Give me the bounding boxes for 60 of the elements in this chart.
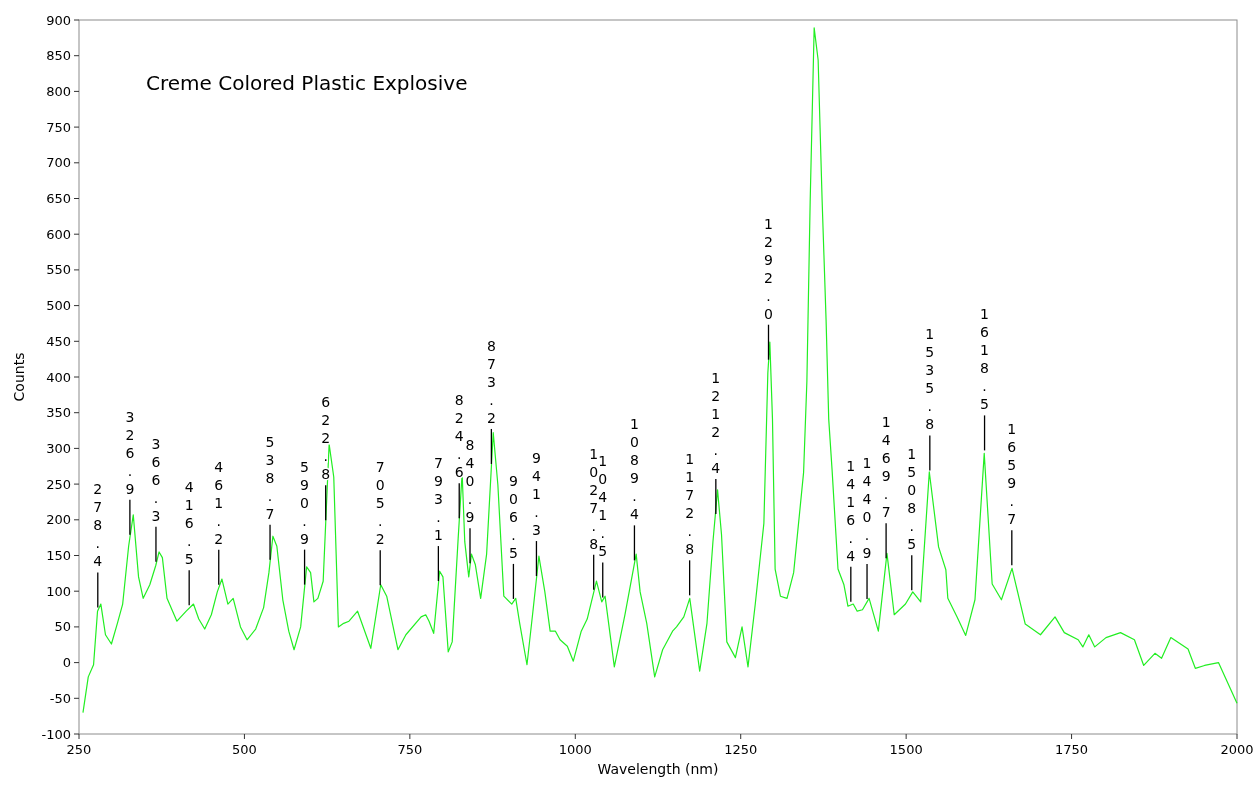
y-tick-label: 250 <box>46 476 71 492</box>
x-tick-label: 500 <box>232 742 257 757</box>
annotation: 590.9 <box>300 458 310 547</box>
annotation: 1508.5 <box>907 446 917 553</box>
y-tick-label: 450 <box>46 333 71 349</box>
x-tick-label: 250 <box>66 742 92 757</box>
y-tick-label: 850 <box>46 48 71 64</box>
x-tick-label: 2000 <box>1220 742 1254 757</box>
annotation: 1618.5 <box>980 306 990 413</box>
y-tick-label: 650 <box>46 191 71 207</box>
y-tick-label: -50 <box>49 690 71 706</box>
annotation: 538.7 <box>265 433 275 522</box>
annotation: 1659.7 <box>1007 421 1017 528</box>
y-tick-label: 0 <box>62 655 71 671</box>
annotation: 824.6 <box>454 392 464 481</box>
y-tick-label: 800 <box>46 83 71 99</box>
annotation: 1292.0 <box>764 215 773 322</box>
y-tick-label: 750 <box>46 119 71 135</box>
annotation: 793.1 <box>433 455 443 544</box>
x-tick-label: 1000 <box>558 742 592 757</box>
annotation: 1535.8 <box>925 326 935 433</box>
x-tick-label: 1750 <box>1055 742 1089 757</box>
annotation: 278.4 <box>93 481 103 570</box>
annotation: 873.2 <box>486 337 496 426</box>
annotation: 326.9 <box>125 408 135 497</box>
annotation: 840.9 <box>465 437 475 526</box>
annotation: 1440.9 <box>862 454 872 561</box>
y-tick-label: 600 <box>46 226 71 242</box>
y-axis-title: Counts <box>11 352 27 402</box>
y-tick-label: 50 <box>54 619 71 635</box>
y-tick-label: 500 <box>46 298 71 314</box>
y-tick-label: 400 <box>46 369 71 385</box>
annotation: 1089.4 <box>629 416 639 523</box>
annotation: 1041.5 <box>598 453 608 560</box>
annotation: 705.2 <box>375 459 385 548</box>
y-tick-label: 900 <box>46 12 71 28</box>
y-tick-label: -100 <box>41 726 71 742</box>
annotation: 1469.7 <box>881 414 891 521</box>
y-tick-label: 350 <box>46 405 71 421</box>
y-tick-label: 300 <box>46 440 71 456</box>
annotation: 941.3 <box>531 450 541 539</box>
annotation: 1212.4 <box>711 369 721 476</box>
text: Creme Colored Plastic Explosive <box>146 71 468 95</box>
annotation: 1172.8 <box>685 451 695 558</box>
y-tick-label: 200 <box>46 512 71 528</box>
x-tick-label: 1250 <box>724 742 758 757</box>
y-tick-label: 700 <box>46 155 71 171</box>
y-tick-label: 100 <box>46 583 71 599</box>
y-tick-label: 150 <box>46 548 71 564</box>
line-series <box>82 27 1238 714</box>
annotation: 366.3 <box>151 435 161 524</box>
annotation: 906.5 <box>508 472 518 561</box>
x-tick-label: 1500 <box>889 742 923 757</box>
x-tick-label: 750 <box>397 742 423 757</box>
annotation: 461.2 <box>214 458 224 547</box>
y-tick-label: 550 <box>46 262 71 278</box>
annotation: 416.5 <box>184 479 194 568</box>
annotation: 1416.4 <box>846 457 856 564</box>
annotation: 1027.8 <box>589 445 599 552</box>
x-axis-title: Wavelength (nm) <box>597 761 719 777</box>
